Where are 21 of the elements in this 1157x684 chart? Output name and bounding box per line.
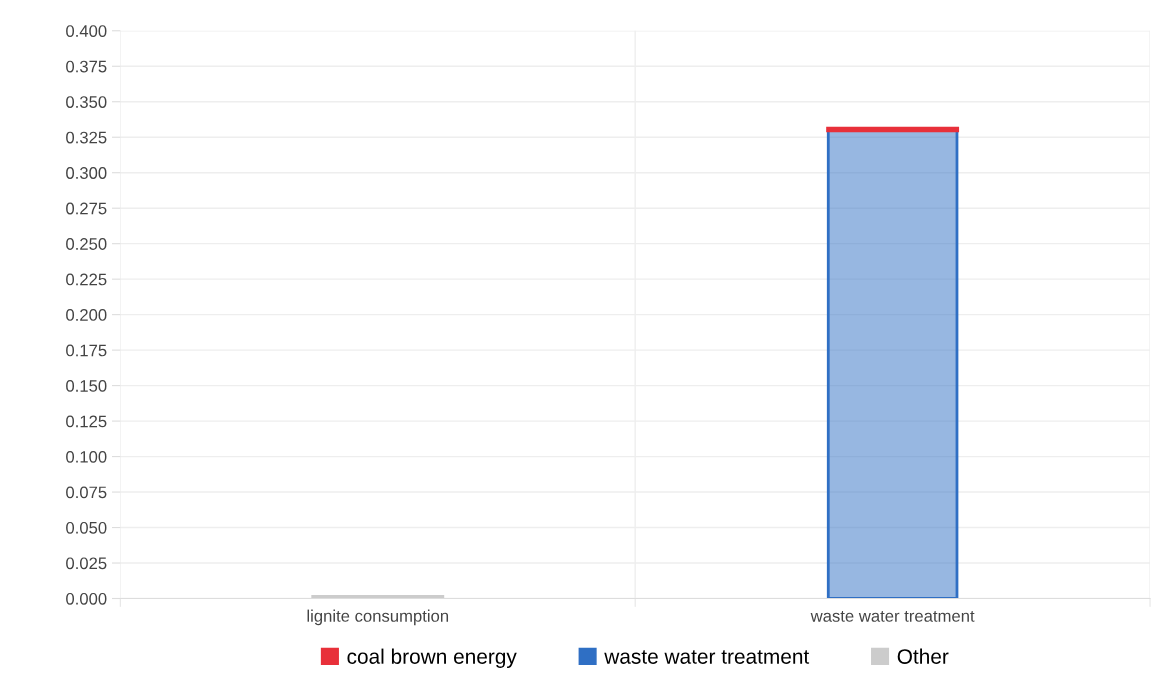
y-tick-label: 0.300 [66,167,107,179]
legend-label: coal brown energy [347,648,517,669]
y-tick-label: 0.350 [66,96,107,108]
y-tick-label: 0.050 [66,521,107,534]
y-tick-label: 0.225 [66,273,107,286]
y-tick-label: 0.375 [66,60,107,73]
legend-label: waste water treatment [604,650,810,664]
y-tick-label: 0.325 [66,131,107,144]
y-tick-label: 0.000 [66,592,107,605]
x-tick-label: lignite consumption [307,609,449,626]
y-tick-label: 0.150 [66,380,107,392]
y-tick-label: 0.125 [66,415,107,428]
y-tick-label: 0.075 [66,486,107,499]
y-tick-label: 0.275 [66,202,107,215]
y-tick-label: 0.200 [66,309,107,321]
y-tick-label: 0.250 [66,238,107,250]
y-tick-label: 0.175 [66,344,107,357]
legend-label: Other [897,648,949,664]
y-tick-label: 0.400 [66,25,107,37]
y-tick-label: 0.025 [66,557,107,570]
y-tick-label: 0.100 [66,450,107,463]
